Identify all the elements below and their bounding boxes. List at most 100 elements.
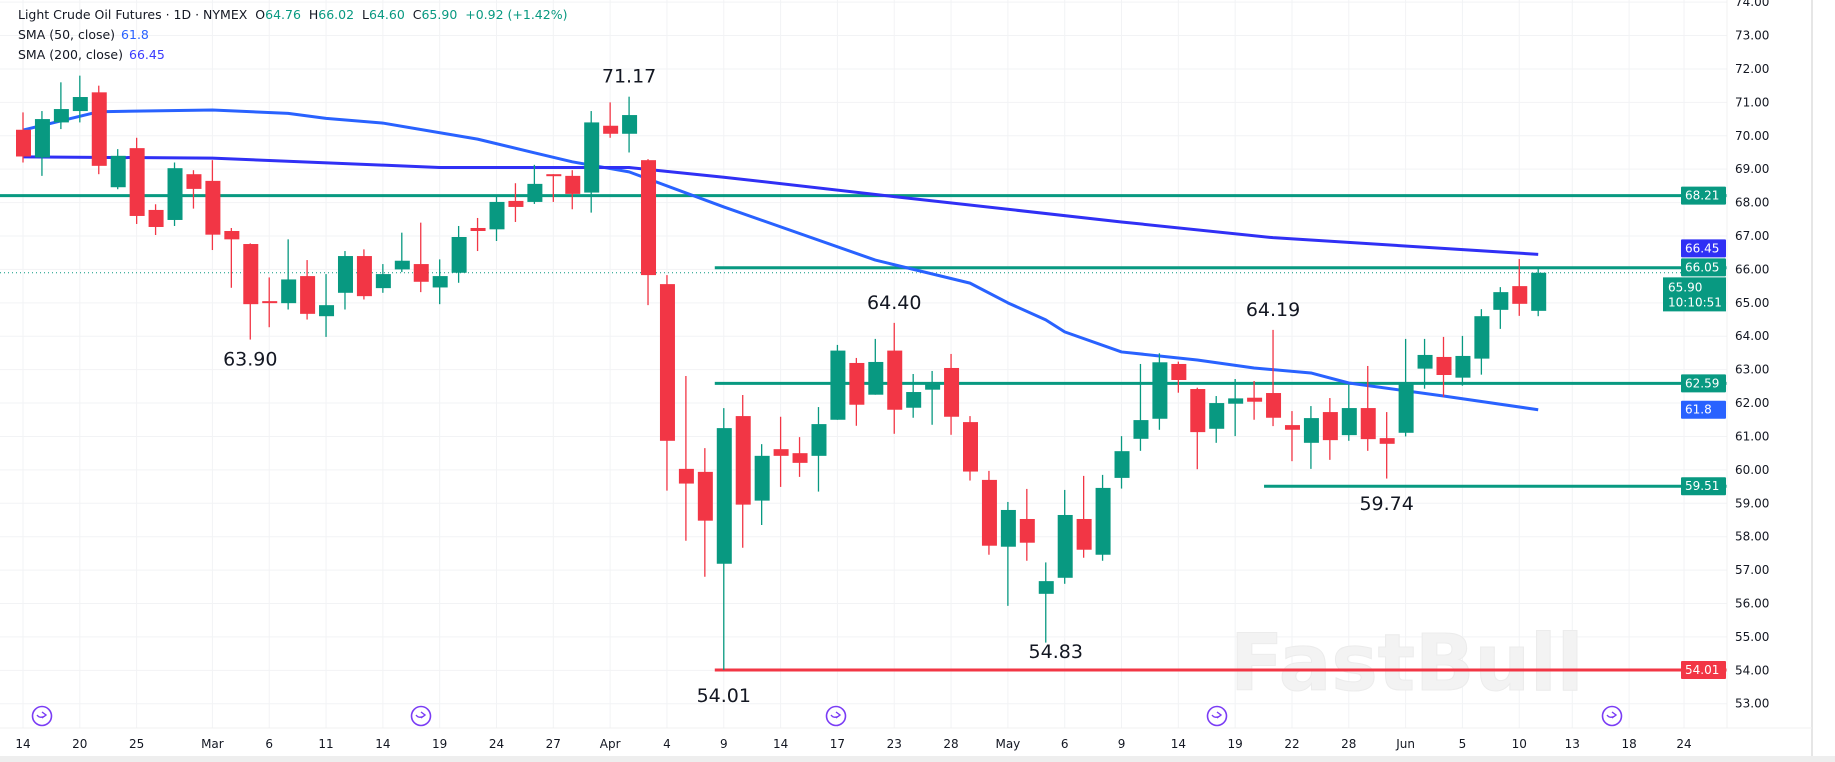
event-icon[interactable] — [1206, 705, 1228, 727]
candle — [1076, 475, 1092, 558]
price-tick-label: 71.00 — [1735, 95, 1769, 109]
candle-body — [697, 471, 713, 521]
candle — [716, 408, 732, 670]
candle-body — [1436, 356, 1452, 375]
candle-body — [72, 97, 88, 112]
candle-body — [925, 382, 941, 390]
price-tick-label: 56.00 — [1735, 597, 1769, 611]
price-tick-label: 62.00 — [1735, 396, 1769, 410]
candle-body — [659, 284, 675, 441]
open-label: O — [255, 7, 266, 22]
time-tick-label: 14 — [375, 737, 390, 751]
time-tick-label: 28 — [1341, 737, 1356, 751]
candle — [1171, 361, 1187, 393]
candle-body — [1019, 518, 1035, 543]
level-62-59-tag — [1681, 374, 1726, 393]
candles — [16, 75, 1547, 670]
time-tick-label: 10 — [1512, 737, 1527, 751]
candle — [205, 160, 221, 251]
candle — [262, 277, 278, 328]
price-axis[interactable]: 74.00 73.00 72.00 71.00 70.00 69.00 68.00 67.00… — [1735, 0, 1769, 711]
candle — [451, 225, 467, 283]
candle — [546, 174, 562, 202]
time-axis[interactable]: 14 20 25 Mar 6 11 14 19 24 27 Apr 4 9 14 17 23 28 May 6 9 14… — [15, 737, 1691, 751]
time-tick-label: Apr — [600, 737, 621, 751]
event-icon[interactable] — [31, 705, 53, 727]
candle-body — [319, 305, 335, 317]
last-price-tag-label: 65.90 — [1668, 280, 1702, 294]
candle — [849, 357, 865, 426]
candle — [1057, 489, 1073, 584]
candle — [53, 82, 69, 130]
candle — [224, 227, 240, 288]
level-59-51-tag — [1681, 477, 1726, 496]
price-tick-label: 64.00 — [1735, 329, 1769, 343]
candle — [868, 338, 884, 395]
candle-body — [830, 350, 846, 420]
candle — [413, 222, 429, 293]
event-circle — [825, 705, 847, 727]
time-tick-label: 14 — [1171, 737, 1186, 751]
price-tags: 68.21 66.05 62.59 59.51 54.01 66.45 61.8 65.901… — [1663, 186, 1726, 679]
sma50-tag-label: 61.8 — [1685, 403, 1712, 417]
time-tick-label: 13 — [1565, 737, 1580, 751]
candle — [944, 353, 960, 435]
time-tick-label: 27 — [546, 737, 561, 751]
symbol-title: Light Crude Oil Futures · 1D · NYMEX — [18, 7, 248, 22]
candle-body — [1531, 272, 1547, 311]
sma200-tag — [1681, 239, 1726, 258]
ohlc-values: O64.76 H66.02 L64.60 C65.90 +0.92 (+1.42… — [255, 7, 567, 22]
candle — [1436, 336, 1452, 397]
candle — [1379, 412, 1395, 479]
economic-events[interactable] — [31, 705, 1623, 727]
event-icon[interactable] — [410, 705, 432, 727]
candle-body — [565, 175, 581, 194]
time-tick-label: 9 — [1118, 737, 1126, 751]
candle — [1360, 365, 1376, 451]
event-icon[interactable] — [1601, 705, 1623, 727]
time-tick-label: 24 — [489, 737, 504, 751]
candle — [887, 322, 903, 434]
candle-body — [1284, 425, 1300, 430]
price-tick-label: 61.00 — [1735, 429, 1769, 443]
candle-body — [678, 468, 694, 484]
candle-body — [1038, 581, 1054, 594]
time-tick-label: 25 — [129, 737, 144, 751]
time-tick-label: 6 — [265, 737, 273, 751]
candle — [830, 344, 846, 420]
price-annotation: 71.17 — [602, 66, 656, 88]
candle-body — [91, 92, 107, 166]
price-tick-label: 69.00 — [1735, 162, 1769, 176]
candle-body — [603, 125, 619, 134]
price-tick-label: 66.00 — [1735, 262, 1769, 276]
candle — [1455, 335, 1471, 386]
candle-body — [1247, 397, 1263, 402]
candle-body — [1190, 389, 1206, 433]
arrow-icon — [36, 711, 48, 719]
candle-body — [1303, 418, 1319, 443]
candle-body — [773, 449, 789, 456]
candle-body — [716, 428, 732, 564]
arrow-icon — [415, 711, 427, 719]
arrow-icon — [1211, 711, 1223, 719]
candle-body — [1133, 420, 1149, 439]
candle — [792, 437, 808, 477]
sma200-value: 66.45 — [129, 47, 165, 62]
symbol-row[interactable]: Light Crude Oil Futures · 1D · NYMEX O64… — [18, 5, 567, 25]
candle-body — [584, 122, 600, 193]
event-icon[interactable] — [825, 705, 847, 727]
price-tick-label: 59.00 — [1735, 496, 1769, 510]
candle-body — [186, 174, 202, 189]
candle-body — [527, 183, 543, 202]
candle-body — [622, 115, 638, 134]
candle — [319, 274, 335, 337]
candle — [1228, 378, 1244, 437]
time-tick-label: 17 — [830, 737, 845, 751]
sma50-row[interactable]: SMA (50, close) 61.8 — [18, 25, 567, 45]
time-tick-label: 6 — [1061, 737, 1069, 751]
price-annotation: 63.90 — [223, 349, 277, 371]
time-tick-label: 14 — [15, 737, 30, 751]
sma200-row[interactable]: SMA (200, close) 66.45 — [18, 45, 567, 65]
time-tick-label: 19 — [432, 737, 447, 751]
